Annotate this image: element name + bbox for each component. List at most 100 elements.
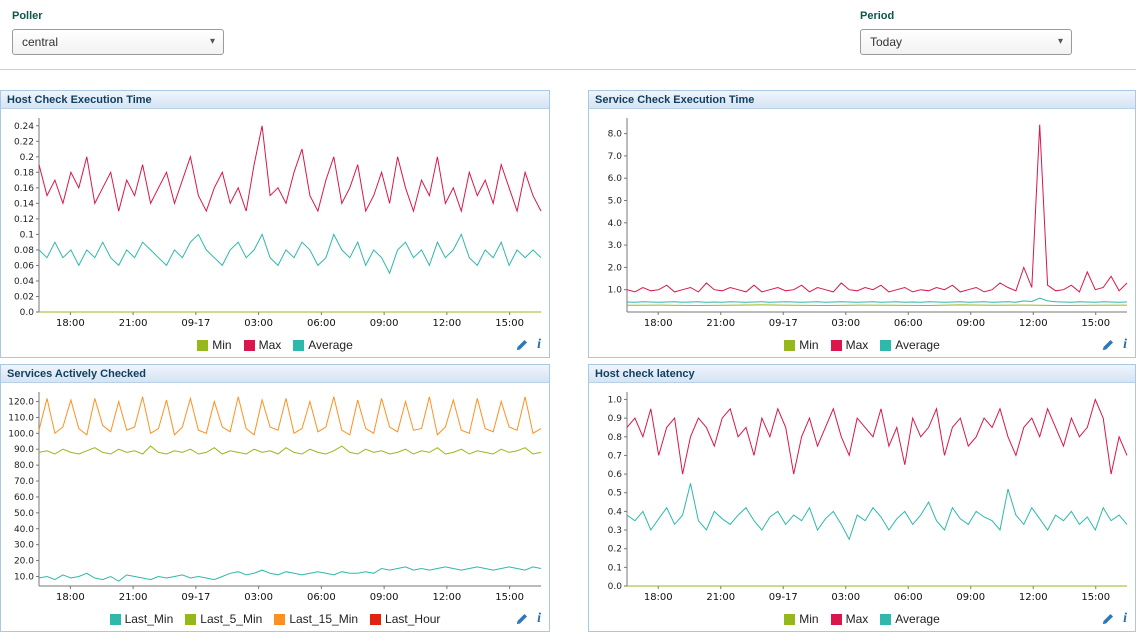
panel-host-check-latency: Host check latency 0.00.10.20.30.40.50.6… — [588, 364, 1136, 632]
info-icon[interactable]: i — [1123, 338, 1127, 352]
svg-text:8.0: 8.0 — [608, 130, 623, 140]
panel-services-actively-checked: Services Actively Checked 10.020.030.040… — [0, 364, 550, 632]
svg-text:0.7: 0.7 — [608, 451, 622, 461]
panel-footer: MinMaxAverage i — [589, 607, 1135, 631]
svg-text:30.0: 30.0 — [14, 541, 34, 551]
svg-text:09-17: 09-17 — [181, 592, 210, 603]
chart-host-check-execution-time: 0.00.020.040.060.080.10.120.140.160.180.… — [1, 109, 549, 333]
chart-host-check-latency: 0.00.10.20.30.40.50.60.70.80.91.018:0021… — [589, 383, 1135, 607]
panel-title: Host check latency — [589, 365, 1135, 383]
svg-text:60.0: 60.0 — [14, 493, 34, 503]
svg-text:06:00: 06:00 — [307, 592, 336, 603]
svg-text:12:00: 12:00 — [1019, 318, 1048, 329]
legend-swatch-icon — [831, 340, 842, 351]
chart-services-actively-checked: 10.020.030.040.050.060.070.080.090.0100.… — [1, 383, 549, 607]
legend-item: Min — [784, 612, 818, 626]
svg-text:0.18: 0.18 — [14, 168, 34, 178]
legend-label: Last_5_Min — [200, 612, 262, 626]
legend-item: Last_Min — [110, 612, 174, 626]
legend-swatch-icon — [185, 614, 196, 625]
poller-label: Poller — [12, 10, 224, 22]
svg-text:18:00: 18:00 — [644, 592, 673, 603]
panel-title: Services Actively Checked — [1, 365, 549, 383]
svg-text:0.3: 0.3 — [608, 526, 622, 536]
legend-swatch-icon — [784, 340, 795, 351]
legend-item: Last_15_Min — [274, 612, 358, 626]
legend-item: Last_Hour — [370, 612, 440, 626]
panel-footer: Last_Min Last_5_Min Last_15_Min Last_Hour i — [1, 607, 549, 631]
legend-label: Min — [799, 612, 818, 626]
svg-text:1.0: 1.0 — [608, 395, 623, 405]
panel-service-check-execution-time: Service Check Execution Time 1.02.03.04.… — [588, 90, 1136, 358]
svg-text:03:00: 03:00 — [831, 318, 860, 329]
svg-text:0.0: 0.0 — [608, 582, 623, 592]
svg-text:90.0: 90.0 — [14, 445, 34, 455]
legend-label: Max — [846, 612, 869, 626]
legend-item: Max — [831, 612, 869, 626]
legend-swatch-icon — [880, 614, 891, 625]
svg-text:20.0: 20.0 — [14, 557, 34, 567]
svg-text:0.1: 0.1 — [608, 563, 622, 573]
legend: MinMaxAverage — [784, 338, 940, 352]
legend: Min Max Average — [197, 338, 353, 352]
legend-item: Average — [880, 338, 939, 352]
svg-text:1.0: 1.0 — [608, 286, 623, 296]
pencil-icon[interactable] — [1101, 613, 1114, 626]
legend-label: Last_15_Min — [289, 612, 358, 626]
svg-text:15:00: 15:00 — [1081, 318, 1110, 329]
period-select[interactable]: Today ▾ — [860, 29, 1072, 55]
svg-text:09-17: 09-17 — [769, 318, 798, 329]
svg-text:2.0: 2.0 — [608, 263, 623, 273]
svg-text:50.0: 50.0 — [14, 509, 34, 519]
filter-bar: Poller central ▾ Period Today ▾ — [0, 0, 1136, 70]
legend-swatch-icon — [244, 340, 255, 351]
svg-text:80.0: 80.0 — [14, 461, 34, 471]
legend: MinMaxAverage — [784, 612, 940, 626]
svg-text:09:00: 09:00 — [370, 592, 399, 603]
legend-swatch-icon — [831, 614, 842, 625]
svg-text:0.8: 0.8 — [608, 433, 623, 443]
svg-text:12:00: 12:00 — [432, 318, 461, 329]
svg-text:10.0: 10.0 — [14, 572, 34, 582]
legend-swatch-icon — [197, 340, 208, 351]
info-icon[interactable]: i — [537, 338, 541, 352]
panel-footer: MinMaxAverage i — [589, 333, 1135, 357]
svg-text:70.0: 70.0 — [14, 477, 34, 487]
svg-text:09:00: 09:00 — [956, 592, 985, 603]
chart-canvas: 0.00.020.040.060.080.10.120.140.160.180.… — [1, 109, 549, 333]
svg-text:0.1: 0.1 — [20, 230, 34, 240]
svg-text:110.0: 110.0 — [8, 413, 34, 423]
legend-label: Last_Hour — [385, 612, 440, 626]
legend-item: Max — [244, 338, 282, 352]
legend-label: Average — [895, 338, 939, 352]
svg-text:0.22: 0.22 — [14, 137, 34, 147]
legend-swatch-icon — [110, 614, 121, 625]
svg-text:09-17: 09-17 — [769, 592, 798, 603]
svg-text:0.06: 0.06 — [14, 261, 34, 271]
panel-actions: i — [1101, 333, 1127, 357]
poller-select[interactable]: central ▾ — [12, 29, 224, 55]
svg-text:0.0: 0.0 — [20, 308, 35, 318]
svg-text:0.12: 0.12 — [14, 215, 34, 225]
pencil-icon[interactable] — [515, 339, 528, 352]
chart-service-check-execution-time: 1.02.03.04.05.06.07.08.018:0021:0009-170… — [589, 109, 1135, 333]
pencil-icon[interactable] — [515, 613, 528, 626]
pencil-icon[interactable] — [1101, 339, 1114, 352]
legend-label: Last_Min — [125, 612, 174, 626]
poller-select-value: central — [22, 35, 58, 49]
info-icon[interactable]: i — [1123, 612, 1127, 626]
legend-item: Min — [197, 338, 231, 352]
legend-item: Average — [293, 338, 352, 352]
info-icon[interactable]: i — [537, 612, 541, 626]
svg-text:0.14: 0.14 — [14, 199, 34, 209]
svg-text:21:00: 21:00 — [706, 318, 735, 329]
svg-text:09-17: 09-17 — [181, 318, 210, 329]
svg-text:03:00: 03:00 — [244, 592, 273, 603]
legend-label: Min — [799, 338, 818, 352]
svg-text:06:00: 06:00 — [894, 318, 923, 329]
svg-text:5.0: 5.0 — [608, 197, 623, 207]
chart-canvas: 0.00.10.20.30.40.50.60.70.80.91.018:0021… — [589, 383, 1135, 607]
svg-text:0.6: 0.6 — [608, 470, 623, 480]
svg-text:18:00: 18:00 — [56, 318, 85, 329]
svg-text:21:00: 21:00 — [119, 592, 148, 603]
